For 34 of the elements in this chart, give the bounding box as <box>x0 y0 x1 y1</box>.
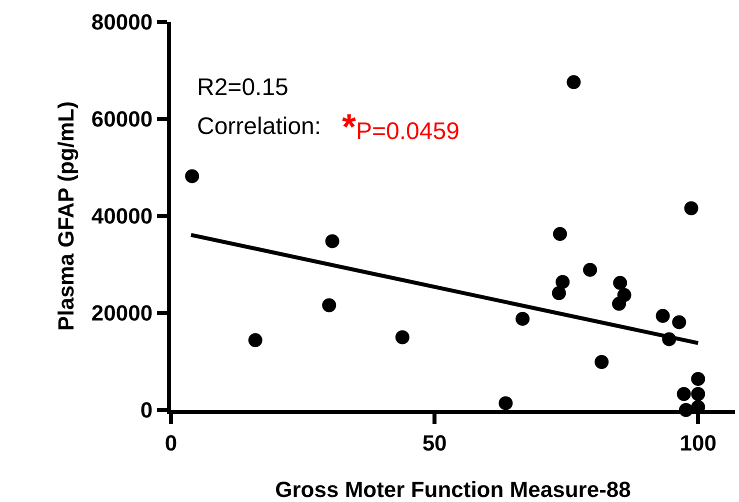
point <box>556 274 570 289</box>
y-tick-label: 40000 <box>91 204 153 229</box>
annotation: Correlation: <box>197 113 322 140</box>
point <box>395 330 410 344</box>
y-tick-label: 20000 <box>91 300 153 326</box>
point <box>691 372 706 386</box>
x-axis-title: Gross Moter Function Measure-88 <box>275 476 631 502</box>
point <box>553 226 567 241</box>
y-tick-label: 0 <box>140 398 153 423</box>
y-tick-label: 80000 <box>91 10 153 35</box>
point <box>691 387 706 401</box>
point <box>566 75 581 90</box>
y-tick-label: 60000 <box>91 106 153 132</box>
point <box>583 262 598 277</box>
point <box>613 276 628 290</box>
point <box>552 286 566 300</box>
point <box>322 298 336 312</box>
x-tick-label: 0 <box>164 430 178 456</box>
annotation: *P=0.0459 <box>342 106 460 147</box>
point <box>684 201 698 216</box>
x-tick-label: 100 <box>680 430 716 456</box>
point <box>516 312 530 326</box>
point <box>248 333 262 348</box>
point <box>676 387 691 401</box>
annotation: R2=0.15 <box>197 74 288 101</box>
point <box>594 354 609 369</box>
point <box>185 169 200 184</box>
x-tick-label: 50 <box>422 430 447 456</box>
point <box>656 308 670 323</box>
point <box>325 234 340 248</box>
point <box>498 396 513 410</box>
point <box>612 296 626 311</box>
point <box>672 315 686 330</box>
y-axis-title: Plasma GFAP (pg/mL) <box>54 101 79 331</box>
